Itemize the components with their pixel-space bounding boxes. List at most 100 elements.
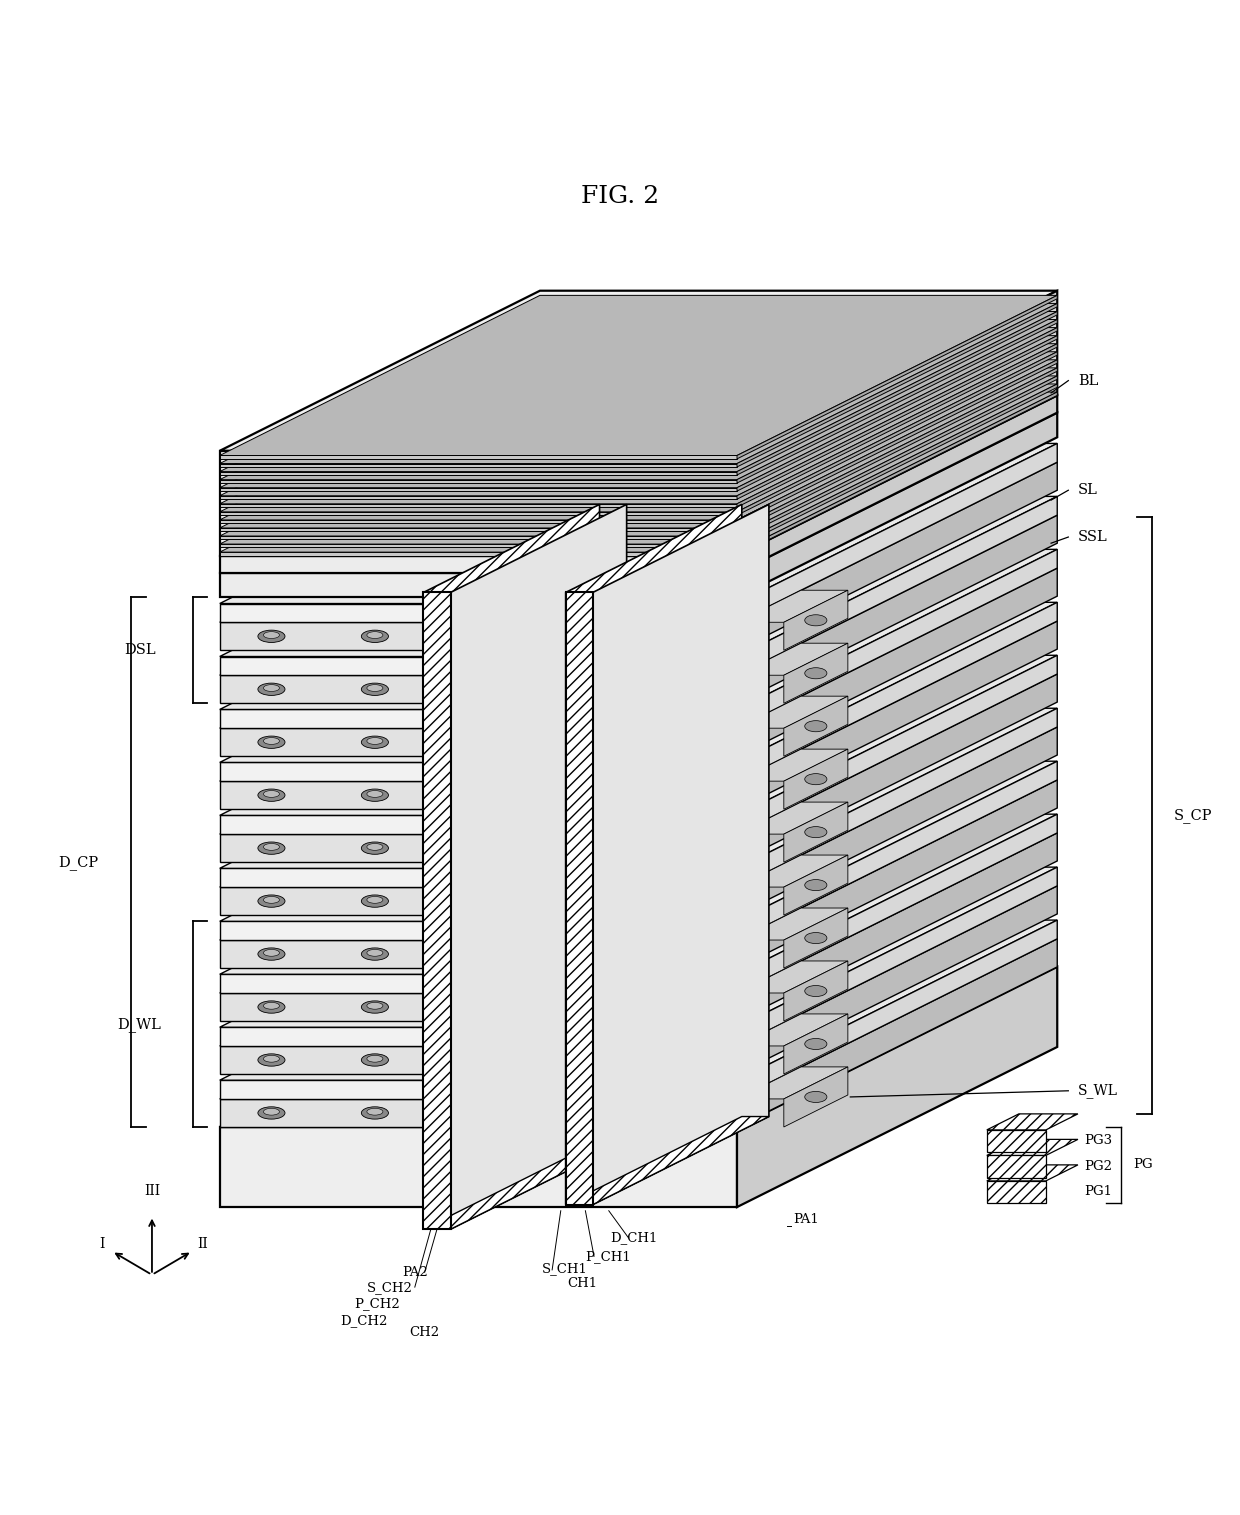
Text: III: III [144, 1185, 160, 1198]
Polygon shape [219, 888, 737, 915]
Polygon shape [219, 444, 1058, 603]
Polygon shape [737, 727, 1058, 915]
Ellipse shape [574, 1056, 590, 1062]
Polygon shape [737, 621, 1058, 809]
Polygon shape [784, 1067, 848, 1127]
Ellipse shape [470, 1003, 486, 1009]
Polygon shape [219, 550, 1058, 709]
Text: PG1: PG1 [1084, 1185, 1112, 1198]
Ellipse shape [470, 844, 486, 850]
Ellipse shape [361, 630, 388, 642]
Ellipse shape [258, 895, 285, 907]
Polygon shape [219, 815, 737, 835]
Text: D_CH2: D_CH2 [340, 1314, 388, 1327]
Polygon shape [219, 656, 737, 676]
Text: CH1: CH1 [567, 1277, 596, 1291]
Polygon shape [219, 974, 737, 992]
Polygon shape [737, 327, 1058, 491]
Polygon shape [593, 504, 769, 1204]
Polygon shape [737, 383, 1058, 547]
Polygon shape [219, 867, 1058, 1027]
Polygon shape [737, 497, 1058, 676]
Ellipse shape [568, 1054, 595, 1067]
Polygon shape [219, 504, 737, 508]
Ellipse shape [574, 897, 590, 903]
Polygon shape [737, 376, 1058, 539]
Polygon shape [219, 727, 1058, 888]
Polygon shape [219, 621, 1058, 782]
Polygon shape [784, 697, 848, 756]
Polygon shape [737, 780, 1058, 968]
Polygon shape [737, 303, 1058, 467]
Polygon shape [987, 1165, 1078, 1180]
Polygon shape [737, 886, 1058, 1074]
Ellipse shape [574, 791, 590, 797]
Polygon shape [219, 520, 737, 523]
Ellipse shape [263, 791, 279, 797]
Ellipse shape [677, 897, 693, 903]
Ellipse shape [361, 1001, 388, 1014]
Text: S_CH2: S_CH2 [367, 1280, 413, 1294]
Ellipse shape [258, 1001, 285, 1014]
Polygon shape [219, 729, 737, 756]
Polygon shape [987, 1130, 1045, 1151]
Ellipse shape [672, 1001, 699, 1014]
Polygon shape [219, 464, 737, 467]
Polygon shape [219, 603, 1058, 762]
Ellipse shape [574, 685, 590, 691]
Ellipse shape [367, 1109, 383, 1115]
Polygon shape [737, 967, 1058, 1207]
Polygon shape [784, 748, 848, 809]
Polygon shape [737, 748, 848, 782]
Ellipse shape [367, 791, 383, 797]
Ellipse shape [361, 948, 388, 961]
Text: P_CH2: P_CH2 [355, 1297, 401, 1310]
Ellipse shape [258, 948, 285, 961]
Text: I: I [99, 1238, 104, 1251]
Text: CH2: CH2 [409, 1327, 440, 1339]
Text: S_WL: S_WL [1078, 1083, 1118, 1098]
Polygon shape [219, 462, 1058, 623]
Ellipse shape [568, 736, 595, 748]
Polygon shape [219, 344, 1058, 504]
Polygon shape [219, 527, 737, 532]
Ellipse shape [367, 844, 383, 850]
Ellipse shape [574, 738, 590, 744]
Polygon shape [450, 504, 626, 1229]
Polygon shape [737, 833, 1058, 1021]
Polygon shape [737, 907, 848, 939]
Polygon shape [784, 907, 848, 968]
Ellipse shape [258, 1107, 285, 1120]
Ellipse shape [470, 897, 486, 903]
Ellipse shape [258, 630, 285, 642]
Polygon shape [737, 761, 1058, 939]
Text: S_CH1: S_CH1 [542, 1262, 588, 1276]
Polygon shape [219, 762, 737, 782]
Polygon shape [219, 451, 737, 556]
Polygon shape [565, 592, 593, 1204]
Polygon shape [987, 1114, 1078, 1130]
Text: PG: PG [1133, 1159, 1153, 1171]
Polygon shape [737, 392, 1058, 556]
Polygon shape [737, 515, 1058, 703]
Polygon shape [219, 512, 737, 515]
Polygon shape [737, 644, 848, 676]
Polygon shape [219, 383, 1058, 544]
Ellipse shape [258, 842, 285, 854]
Polygon shape [219, 336, 1058, 495]
Polygon shape [219, 573, 737, 597]
Polygon shape [737, 939, 1058, 1127]
Text: PG2: PG2 [1084, 1160, 1112, 1173]
Ellipse shape [367, 897, 383, 903]
Ellipse shape [568, 895, 595, 907]
Text: D_CH1: D_CH1 [610, 1232, 657, 1244]
Ellipse shape [361, 1054, 388, 1067]
Ellipse shape [361, 683, 388, 695]
Polygon shape [737, 351, 1058, 515]
Polygon shape [219, 497, 1058, 656]
Ellipse shape [367, 1056, 383, 1062]
Polygon shape [219, 603, 737, 623]
Ellipse shape [258, 789, 285, 801]
Polygon shape [219, 939, 737, 968]
Ellipse shape [805, 1038, 827, 1050]
